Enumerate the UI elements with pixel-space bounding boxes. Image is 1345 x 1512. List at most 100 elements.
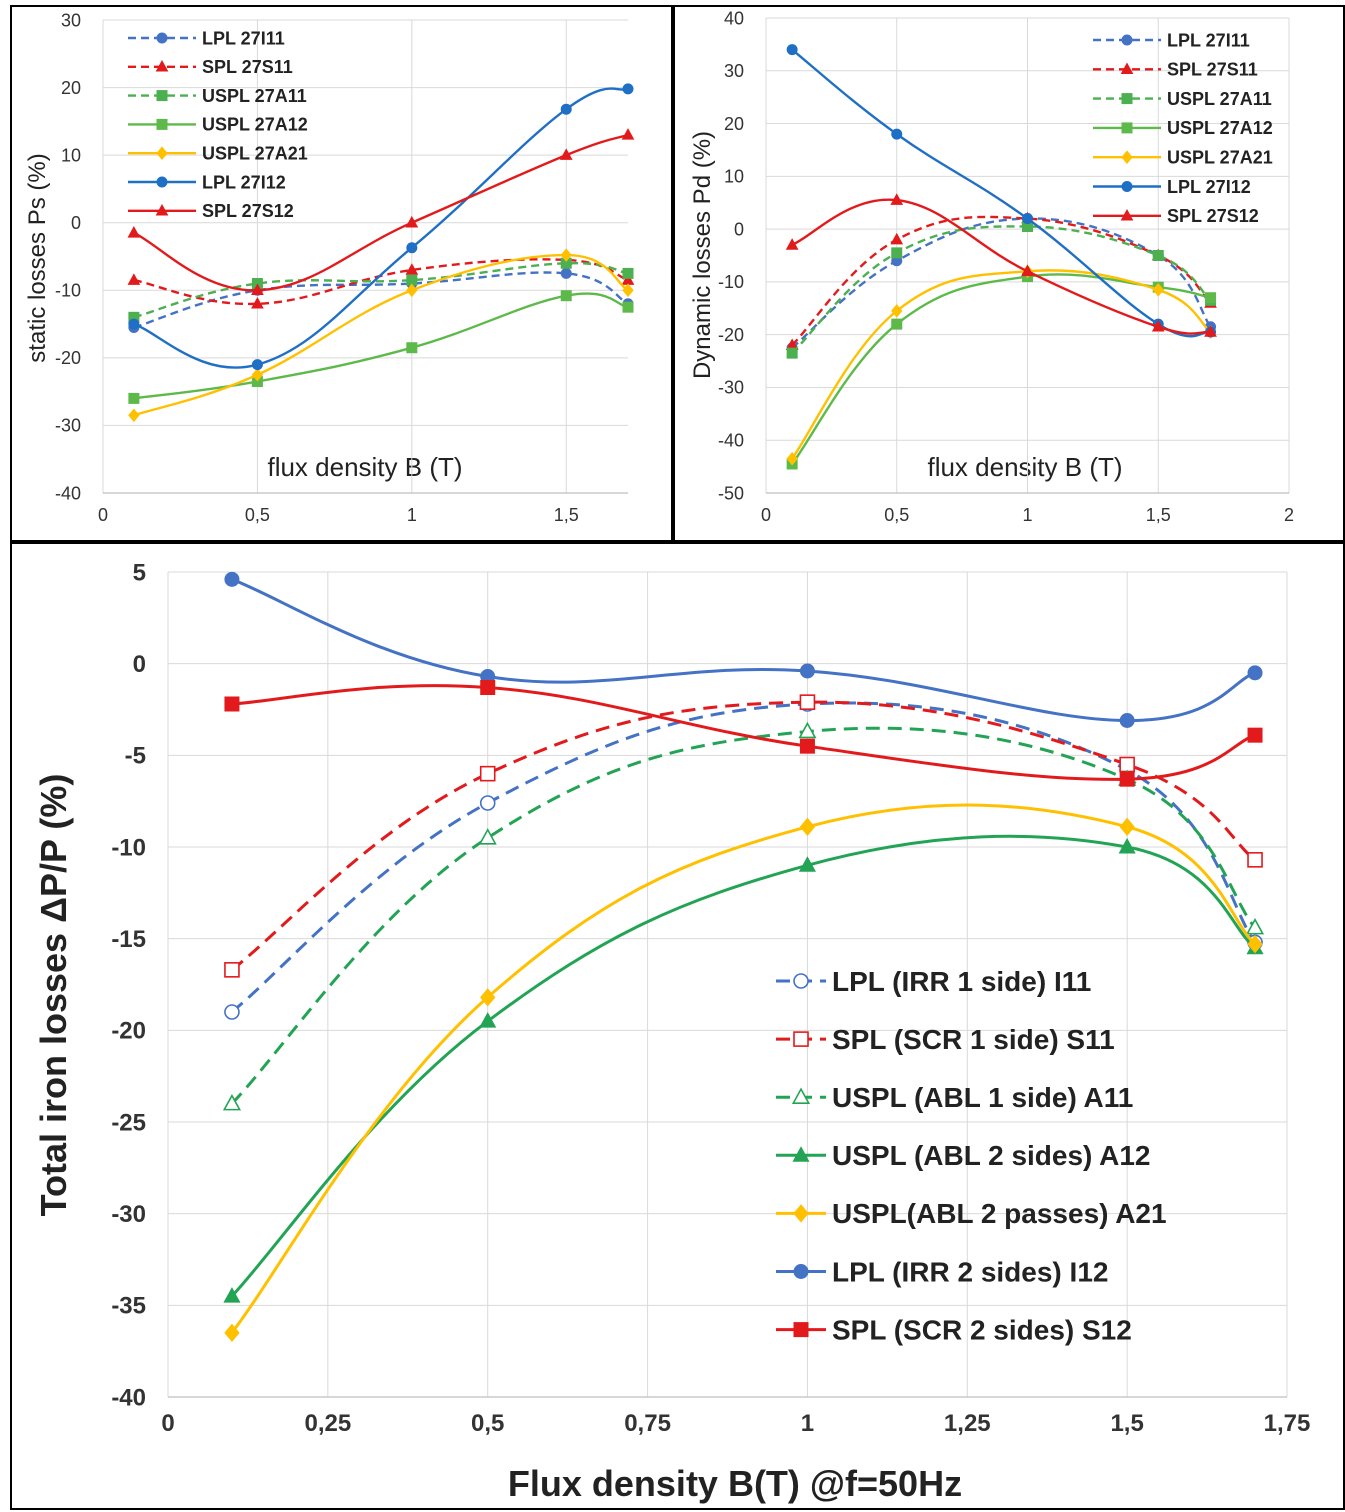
total-series-line [230,700,1256,971]
total-data-point [798,721,817,739]
static-data-point [251,367,264,382]
dynamic-series-line [791,269,1212,460]
static-legend-marker [155,204,169,216]
total-data-point [799,694,816,710]
static-legend-marker [156,146,168,160]
dynamic-data-point [890,193,904,205]
static-series-line [133,133,629,292]
dynamic-legend-label: USPL 27A21 [1167,148,1273,168]
static-legend-label: SPL 27S11 [202,57,293,77]
dynamic-xtick-label: 1,5 [1146,505,1171,525]
dynamic-legend-label: SPL 27S11 [1167,60,1258,80]
total-chart: -40 -35 -30 -25 -20 -15 -10 -5 0 5 0 0,25 0,5 0,75 1 1,… [111,559,1310,1437]
dynamic-legend-marker [1121,150,1133,164]
dynamic-ylabel: Dynamic losses Pd (%) [689,131,716,379]
total-legend-marker [793,973,809,989]
static-ytick-label: 30 [61,10,81,30]
total-xtick-label: 1,25 [944,1410,991,1437]
total-xtick-label: 1,5 [1110,1410,1143,1437]
static-series-line [133,262,629,319]
dynamic-legend-marker [1120,62,1134,75]
total-ytick-label: -20 [111,1018,146,1045]
dynamic-ytick-label: 20 [724,114,744,134]
dynamic-data-point [1021,264,1034,277]
total-series-line [230,803,1257,1334]
static-legend-marker [156,118,168,130]
dynamic-xlabel: flux density B (T) [927,452,1122,482]
static-legend-label: LPL 27I12 [202,172,286,192]
total-data-point [479,795,496,811]
dynamic-data-point [1152,250,1164,261]
dynamic-chart: -50 -40 -30 -20 -10 0 10 20 30 40 0 0,5 1 1,5 2 LPL 27I… [718,8,1294,525]
total-ytick-label: -30 [111,1201,146,1228]
total-xtick-label: 0 [161,1410,174,1437]
total-data-point [224,1004,240,1020]
total-legend-marker [791,1087,811,1104]
static-data-point [251,297,264,309]
total-data-point [223,1287,241,1303]
dynamic-data-point [890,232,904,245]
static-xtick-label: 0,5 [245,505,270,525]
static-data-point [559,148,573,160]
static-xlabel: flux density B (T) [267,452,462,482]
dynamic-data-point [891,318,903,330]
static-data-point [622,267,634,279]
static-ytick-label: -10 [55,281,81,301]
static-legend-marker [155,60,169,72]
static-ytick-label: -30 [55,416,81,436]
dynamic-ytick-label: -10 [718,272,744,292]
total-xtick-label: 0,25 [304,1410,351,1437]
total-legend-label: LPL (IRR 2 sides) I12 [832,1256,1108,1287]
total-data-point [224,571,240,587]
dynamic-data-point [786,347,798,359]
dynamic-legend-marker [1121,34,1133,46]
total-data-point [224,1323,240,1343]
dynamic-legend-label: LPL 27I12 [1167,177,1251,197]
total-ytick-label: -5 [125,743,146,770]
total-xlabel: Flux density B(T) @f=50Hz [508,1463,962,1504]
static-data-point [622,301,634,313]
dynamic-ytick-label: -20 [718,325,744,345]
static-data-point [560,103,572,115]
static-data-point [251,283,264,296]
total-data-point [1247,727,1263,743]
total-legend-label: LPL (IRR 1 side) I11 [832,966,1091,997]
total-xtick-label: 0,75 [624,1410,671,1437]
dynamic-ytick-label: 40 [724,8,744,28]
total-data-point [799,663,815,679]
dynamic-data-point [1204,325,1217,337]
total-ytick-label: 5 [133,559,146,586]
dynamic-ytick-label: 30 [724,61,744,81]
total-ytick-label: -15 [111,926,146,953]
dynamic-legend-marker [1120,209,1134,221]
total-data-point [478,828,497,845]
total-data-point [224,696,240,712]
static-legend-label: USPL 27A12 [202,115,308,135]
total-data-point [799,738,815,754]
total-ytick-label: -25 [111,1109,146,1136]
dynamic-data-point [786,44,798,56]
static-data-point [621,128,635,140]
total-data-point [480,680,496,695]
total-data-point [1247,934,1263,954]
total-data-point [1245,917,1265,935]
static-ytick-label: 0 [71,213,81,233]
static-series-line [133,271,629,329]
static-xtick-label: 1 [407,505,417,525]
static-data-point [622,283,634,298]
static-legend-marker [156,176,168,188]
total-data-point [799,817,816,837]
total-data-point [1118,837,1136,854]
dynamic-xtick-label: 1 [1022,505,1032,525]
dynamic-legend-marker [1121,122,1133,134]
dynamic-data-point [785,238,799,250]
total-legend-label: USPL(ABL 2 passes) A21 [832,1198,1167,1229]
total-xtick-label: 1,75 [1264,1410,1311,1437]
dynamic-ytick-label: 10 [724,167,744,187]
dynamic-data-point [891,304,903,318]
static-data-point [128,318,140,330]
static-series-line [133,253,629,417]
static-data-point [560,290,572,302]
static-ytick-label: -20 [55,348,81,368]
dynamic-xtick-label: 0,5 [884,505,909,525]
